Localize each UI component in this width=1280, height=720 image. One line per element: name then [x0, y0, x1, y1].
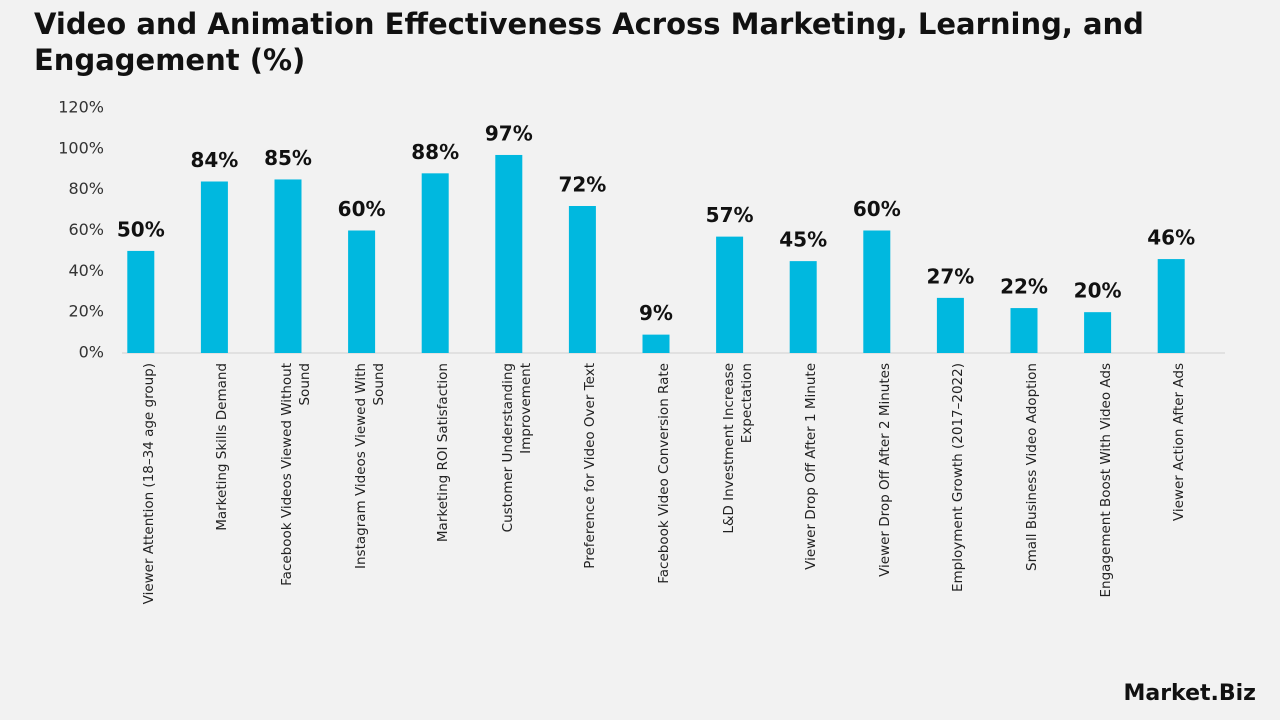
- bar: [421, 173, 449, 353]
- value-label: 85%: [264, 146, 312, 170]
- y-tick-label: 0%: [79, 343, 104, 362]
- value-label: 20%: [1074, 279, 1122, 303]
- y-tick-label: 80%: [68, 179, 104, 198]
- bar: [1084, 312, 1112, 353]
- x-tick-label: Small Business Video Adoption: [1024, 363, 1040, 571]
- value-label: 45%: [779, 228, 827, 252]
- x-tick-label: L&D Investment Increase Expectation: [720, 363, 755, 534]
- bar: [495, 154, 523, 353]
- y-tick-label: 20%: [68, 302, 104, 321]
- bar: [789, 261, 817, 353]
- x-tick-label: Marketing Skills Demand: [214, 363, 231, 531]
- value-label: 72%: [558, 173, 606, 197]
- bar: [200, 181, 228, 353]
- bar: [1010, 308, 1038, 353]
- chart-title: Video and Animation Effectiveness Across…: [34, 7, 1144, 77]
- value-label: 9%: [639, 301, 673, 325]
- x-tick-label: Instagram Videos Viewed With Sound: [352, 363, 387, 569]
- bar: [716, 236, 744, 353]
- y-tick-label: 60%: [68, 220, 104, 239]
- value-label: 84%: [190, 148, 238, 172]
- value-label: 57%: [706, 203, 754, 227]
- x-tick-label: Engagement Boost With Video Ads: [1097, 363, 1114, 598]
- x-tick-label: Viewer Attention (18–34 age group): [140, 363, 157, 605]
- x-tick-label: Customer Understanding Improvement: [499, 363, 534, 533]
- value-label: 46%: [1147, 226, 1195, 250]
- bar: [1157, 259, 1185, 353]
- x-tick-label: Viewer Action After Ads: [1171, 363, 1188, 522]
- y-tick-label: 120%: [58, 98, 104, 117]
- value-label: 27%: [926, 264, 974, 288]
- bar: [127, 250, 155, 353]
- bar: [568, 206, 596, 353]
- x-tick-label: Marketing ROI Satisfaction: [435, 363, 452, 543]
- value-label: 97%: [485, 121, 533, 145]
- y-tick-label: 100%: [58, 138, 104, 157]
- x-tick-label: Employment Growth (2017–2022): [950, 363, 967, 592]
- value-label: 22%: [1000, 275, 1048, 299]
- x-tick-label: Viewer Drop Off After 1 Minute: [803, 363, 820, 570]
- bar: [936, 297, 964, 353]
- value-label: 60%: [853, 197, 901, 221]
- x-tick-label: Viewer Drop Off After 2 Minutes: [876, 363, 893, 577]
- value-label: 50%: [117, 217, 165, 241]
- y-tick-label: 40%: [68, 261, 104, 280]
- value-label: 88%: [411, 140, 459, 164]
- bar: [642, 334, 670, 353]
- x-tick-label: Preference for Video Over Text: [582, 363, 599, 569]
- bar: [863, 230, 891, 353]
- bar: [274, 179, 302, 353]
- x-tick-label: Facebook Videos Viewed Without Sound: [279, 363, 313, 586]
- value-label: 60%: [338, 197, 386, 221]
- brand-logo: Market.Biz: [1123, 681, 1256, 706]
- x-tick-label: Facebook Video Conversion Rate: [656, 363, 672, 584]
- bar: [348, 230, 376, 353]
